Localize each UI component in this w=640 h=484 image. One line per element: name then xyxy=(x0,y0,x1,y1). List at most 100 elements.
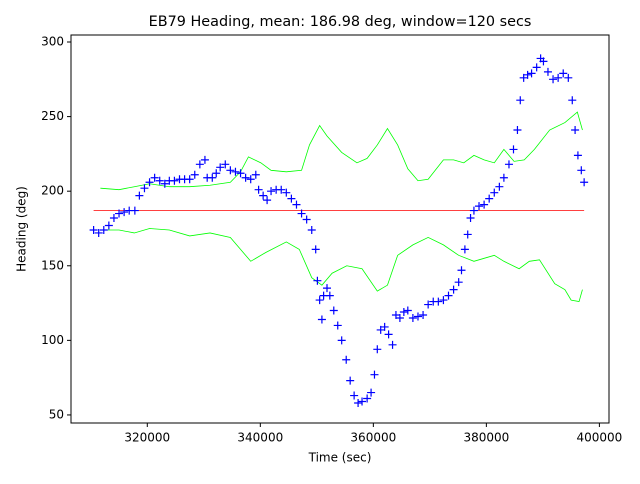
data-point xyxy=(358,397,367,406)
data-point xyxy=(195,160,204,169)
data-point xyxy=(236,169,245,178)
data-point xyxy=(150,173,159,182)
data-point xyxy=(130,206,139,215)
data-point xyxy=(317,315,326,324)
data-point xyxy=(554,73,563,82)
data-point xyxy=(499,173,508,182)
data-point xyxy=(403,306,412,315)
data-point xyxy=(311,245,320,254)
data-point xyxy=(155,176,164,185)
data-point xyxy=(568,96,577,105)
data-point xyxy=(277,185,286,194)
data-point xyxy=(388,340,397,349)
data-point xyxy=(115,209,124,218)
data-point xyxy=(94,228,103,237)
plot-frame xyxy=(70,34,610,424)
data-point xyxy=(384,330,393,339)
data-point xyxy=(457,266,466,275)
data-point xyxy=(523,70,532,79)
data-point xyxy=(216,163,225,172)
data-point xyxy=(559,69,568,78)
data-point xyxy=(408,313,417,322)
data-point xyxy=(469,206,478,215)
data-point xyxy=(120,208,129,217)
data-point xyxy=(200,155,209,164)
data-point xyxy=(346,376,355,385)
data-point xyxy=(221,160,230,169)
data-point xyxy=(350,391,359,400)
data-point xyxy=(325,291,334,300)
data-point xyxy=(208,173,217,182)
data-point xyxy=(241,173,250,182)
data-point xyxy=(549,75,558,84)
series-line xyxy=(100,111,583,191)
data-point xyxy=(263,196,272,205)
data-point xyxy=(313,276,322,285)
data-point xyxy=(104,221,113,230)
data-point xyxy=(89,225,98,234)
data-point xyxy=(363,394,372,403)
data-point xyxy=(454,278,463,287)
data-point xyxy=(504,160,513,169)
x-tick-label: 360000 xyxy=(350,431,396,445)
data-point xyxy=(267,187,276,196)
y-tick-label: 50 xyxy=(49,407,64,421)
data-point xyxy=(434,297,443,306)
data-point xyxy=(460,245,469,254)
x-axis-label: Time (sec) xyxy=(308,451,372,465)
data-point xyxy=(449,285,458,294)
y-tick-label: 150 xyxy=(41,258,64,272)
data-point xyxy=(539,57,548,66)
data-point xyxy=(516,96,525,105)
series-line xyxy=(100,228,583,303)
data-point xyxy=(527,69,536,78)
data-point xyxy=(140,184,149,193)
data-point xyxy=(292,200,301,209)
data-point xyxy=(287,194,296,203)
data-point xyxy=(463,230,472,239)
data-point xyxy=(307,225,316,234)
data-point xyxy=(259,191,268,200)
data-point xyxy=(395,313,404,322)
data-point xyxy=(212,169,221,178)
y-axis-label: Heading (deg) xyxy=(15,186,29,272)
data-point xyxy=(251,170,260,179)
data-point xyxy=(135,191,144,200)
data-point xyxy=(424,300,433,309)
data-point xyxy=(466,214,475,223)
data-point xyxy=(495,182,504,191)
data-point xyxy=(160,179,169,188)
chart-title: EB79 Heading, mean: 186.98 deg, window=1… xyxy=(149,14,532,30)
data-point xyxy=(475,202,484,211)
x-tick-label: 320000 xyxy=(124,431,170,445)
data-point xyxy=(399,308,408,317)
data-point xyxy=(297,209,306,218)
data-point xyxy=(337,336,346,345)
data-point xyxy=(109,214,118,223)
data-point xyxy=(543,67,552,76)
data-point xyxy=(571,126,580,135)
data-point xyxy=(439,296,448,305)
data-point xyxy=(480,200,489,209)
data-point xyxy=(302,215,311,224)
data-point xyxy=(282,188,291,197)
data-point xyxy=(564,73,573,82)
data-point xyxy=(580,178,589,187)
data-point xyxy=(333,321,342,330)
data-point xyxy=(509,145,518,154)
y-tick-label: 200 xyxy=(41,184,64,198)
y-tick-label: 250 xyxy=(41,109,64,123)
data-point xyxy=(254,185,263,194)
data-point xyxy=(573,151,582,160)
data-point xyxy=(513,126,522,135)
data-point xyxy=(170,176,179,185)
x-tick-label: 400000 xyxy=(576,431,622,445)
data-point xyxy=(490,188,499,197)
data-point xyxy=(370,370,379,379)
data-point xyxy=(190,170,199,179)
data-point xyxy=(380,322,389,331)
data-point xyxy=(367,388,376,397)
data-point xyxy=(315,296,324,305)
